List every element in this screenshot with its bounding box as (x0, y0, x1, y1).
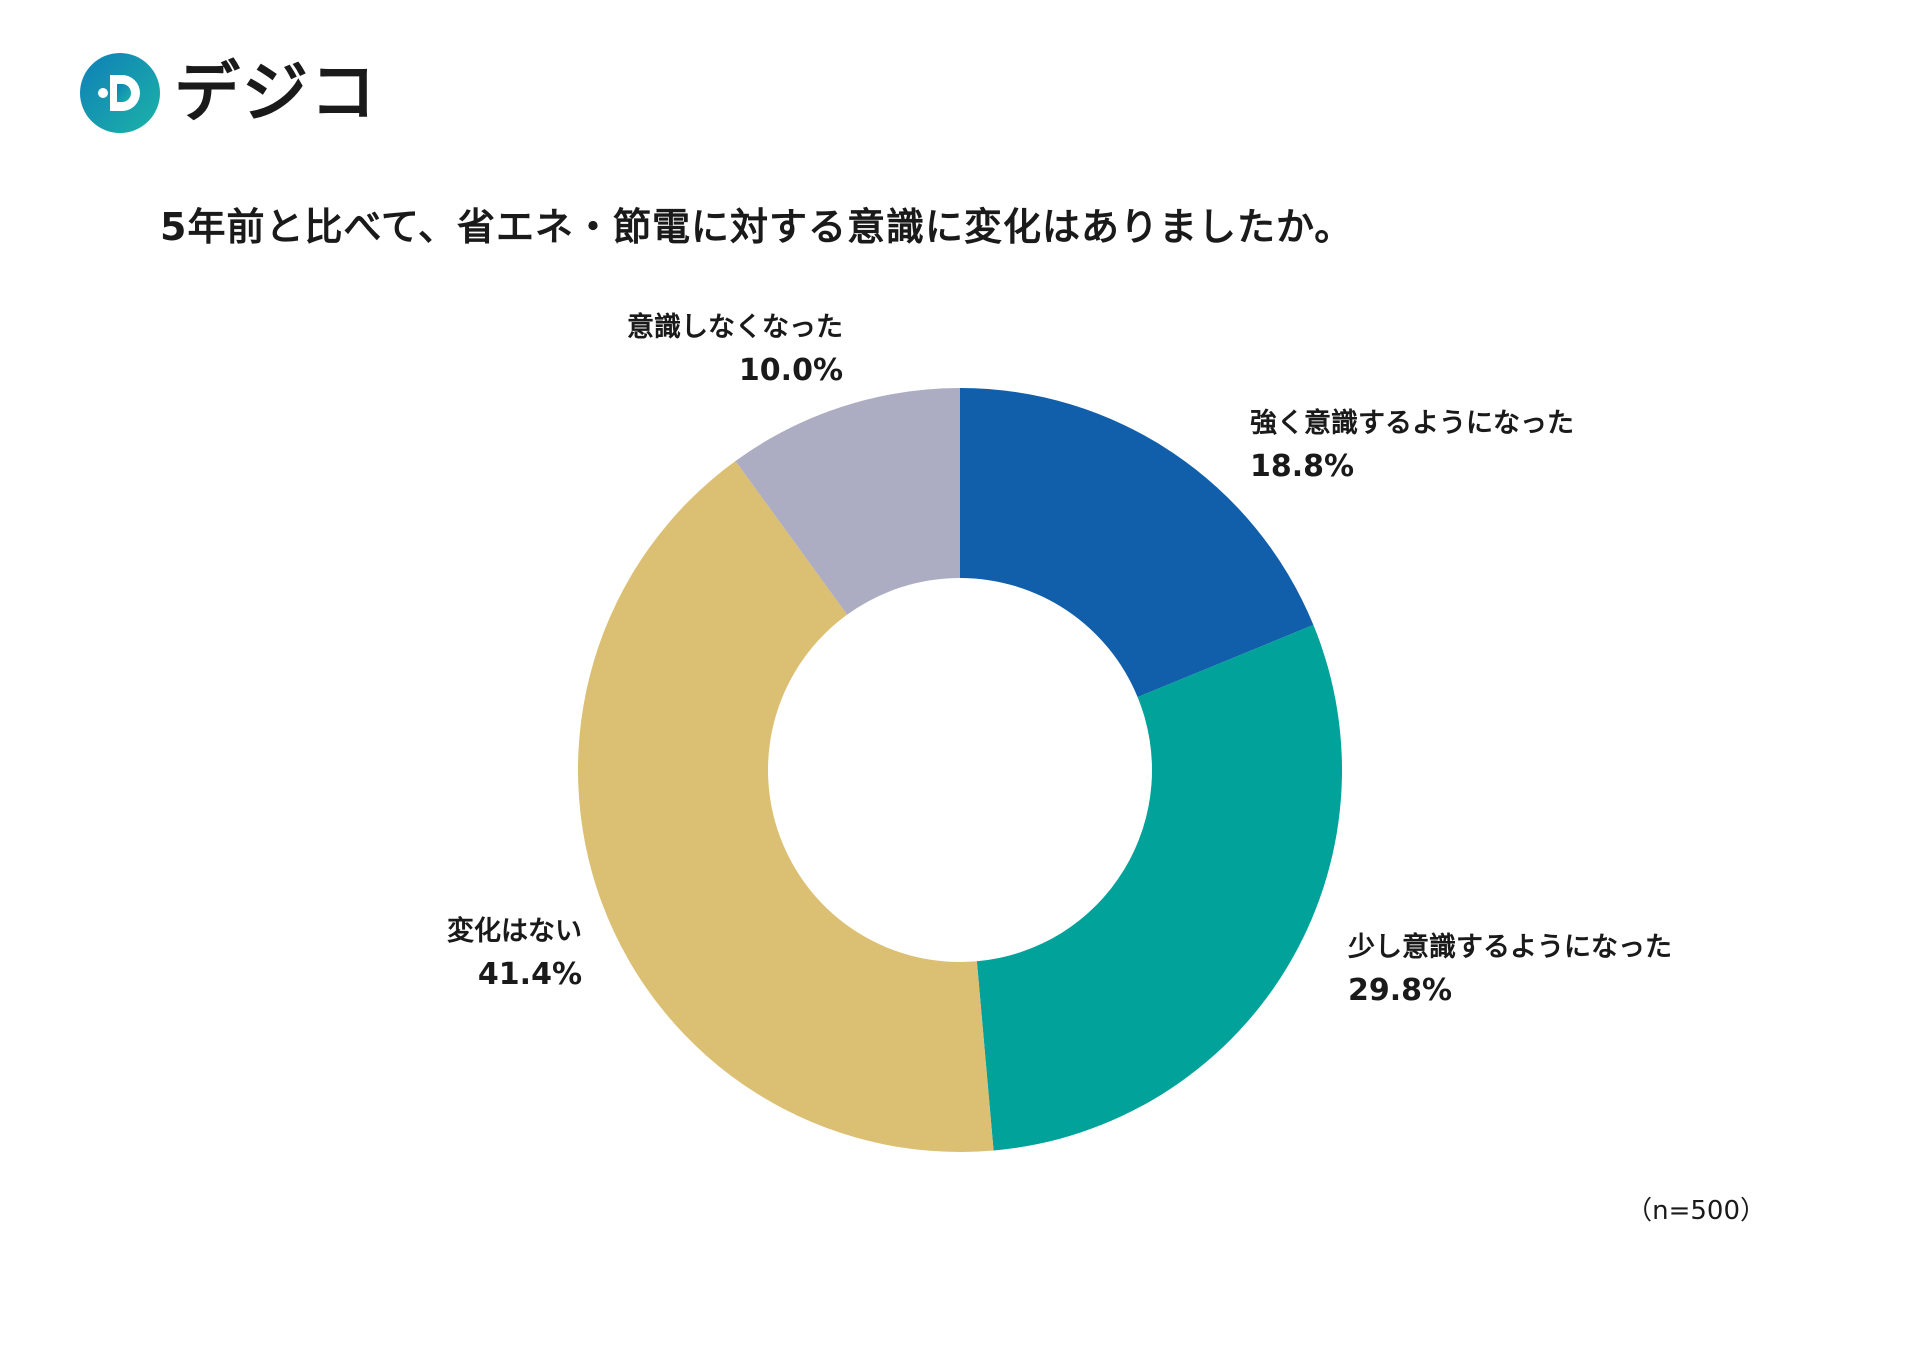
donut-slice-2 (976, 624, 1342, 1151)
logo-text: デジコ (174, 54, 378, 131)
donut-slice-1 (960, 388, 1314, 698)
slice-labels: 強く意識するようになった 18.8% 少し意識するようになった 29.8% 変化はない 4… (447, 311, 1672, 1008)
donut-slice-3 (577, 460, 994, 1153)
slice-label-name-2: 少し意識するようになった (1348, 931, 1672, 963)
donut-slices (577, 388, 1342, 1153)
logo-mark-icon (80, 53, 160, 133)
slice-label-name-3: 変化はない (447, 915, 582, 947)
chart-title: 5年前と比べて、省エネ・節電に対する意識に変化はありましたか。 (160, 205, 1354, 249)
slice-label-value-2: 29.8% (1348, 973, 1452, 1008)
logo: デジコ (80, 52, 378, 134)
slice-label-value-1: 18.8% (1250, 449, 1354, 484)
donut-slice-4 (735, 388, 960, 615)
slice-label-name-1: 強く意識するようになった (1250, 407, 1574, 439)
slice-label-value-4: 10.0% (739, 353, 843, 388)
sample-size-note: （n=500） (1626, 1196, 1766, 1226)
slice-label-value-3: 41.4% (478, 957, 582, 992)
slice-label-name-4: 意識しなくなった (627, 311, 843, 343)
